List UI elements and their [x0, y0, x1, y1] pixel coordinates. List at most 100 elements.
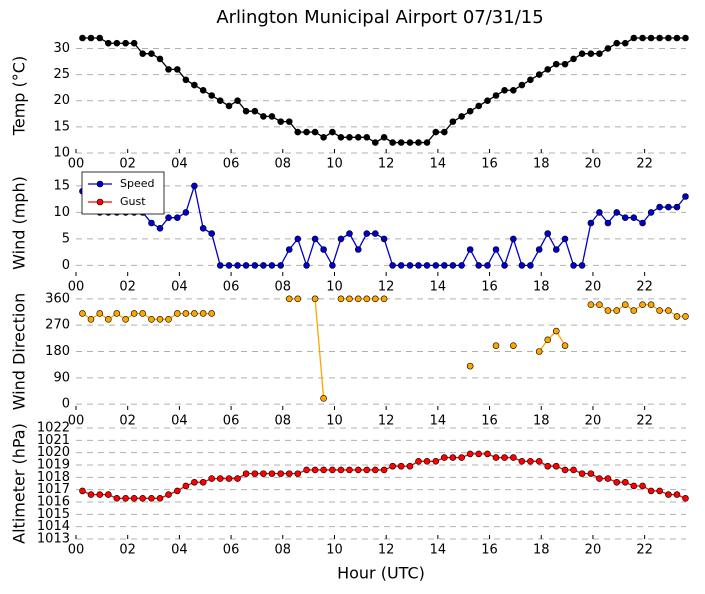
x-tick-label: 08 — [275, 280, 292, 295]
point — [466, 450, 474, 458]
x-tick-label: 12 — [378, 543, 395, 558]
point — [673, 203, 681, 211]
point — [475, 102, 483, 110]
point — [432, 262, 440, 269]
point — [285, 246, 293, 253]
point — [372, 139, 379, 146]
x-tick-label: 02 — [119, 280, 136, 295]
point — [492, 342, 500, 349]
point — [311, 128, 319, 136]
point — [148, 316, 155, 323]
point — [208, 310, 215, 317]
point — [596, 50, 603, 57]
point — [105, 316, 112, 323]
point — [139, 310, 146, 317]
point — [268, 470, 276, 477]
point — [354, 466, 362, 474]
point — [174, 214, 181, 221]
point — [535, 348, 543, 355]
point — [329, 128, 336, 136]
point — [130, 494, 138, 502]
y-tick-label: 360 — [45, 291, 70, 306]
y-tick-label: 0 — [62, 397, 70, 412]
point — [242, 262, 250, 269]
x-tick-label: 06 — [223, 543, 240, 558]
point — [656, 34, 663, 42]
point — [423, 262, 431, 269]
point — [234, 262, 241, 269]
point — [260, 470, 267, 477]
point — [647, 209, 655, 216]
point — [268, 113, 276, 120]
point — [165, 491, 172, 498]
point — [458, 113, 465, 120]
point — [277, 118, 285, 125]
y-tick-label: 1021 — [37, 433, 70, 448]
point — [544, 462, 552, 470]
point — [113, 39, 121, 47]
point — [518, 81, 526, 89]
point — [363, 295, 371, 303]
point — [570, 55, 577, 63]
point — [320, 246, 327, 253]
point — [113, 494, 121, 502]
point — [449, 262, 457, 269]
point — [225, 475, 233, 482]
point — [79, 34, 86, 42]
point — [432, 128, 440, 136]
x-tick-label: 00 — [68, 543, 85, 558]
point — [199, 478, 207, 486]
point — [673, 491, 681, 498]
point — [337, 134, 345, 141]
point — [329, 466, 336, 474]
point — [621, 214, 629, 221]
point — [87, 491, 95, 498]
point — [337, 295, 345, 303]
x-tick-label: 14 — [430, 414, 447, 429]
point — [174, 487, 181, 495]
point — [363, 466, 371, 474]
point — [199, 225, 207, 232]
point — [587, 301, 595, 309]
point — [492, 246, 500, 253]
point — [380, 466, 388, 474]
point — [544, 230, 552, 237]
point — [561, 342, 569, 349]
x-tick-label: 10 — [326, 280, 343, 295]
point — [682, 313, 689, 320]
point — [234, 475, 241, 482]
y-tick-label: 0 — [62, 258, 70, 273]
point — [122, 316, 129, 323]
point — [432, 457, 440, 465]
x-tick-label: 00 — [68, 414, 85, 429]
x-tick-label: 16 — [481, 543, 498, 558]
point — [475, 450, 483, 458]
point — [415, 262, 422, 269]
point — [311, 235, 319, 243]
point — [346, 295, 353, 303]
point — [552, 246, 560, 253]
point — [423, 457, 431, 465]
x-tick-label: 12 — [378, 414, 395, 429]
point — [406, 262, 414, 269]
point — [156, 225, 164, 232]
legend-marker — [96, 198, 104, 206]
point — [397, 462, 405, 470]
point — [613, 478, 621, 486]
point — [277, 470, 285, 477]
point — [337, 235, 345, 243]
point — [682, 193, 689, 200]
x-tick-label: 18 — [533, 280, 550, 295]
point — [397, 139, 405, 146]
point — [96, 34, 104, 42]
point — [501, 262, 508, 269]
y-tick-label: 10 — [53, 146, 70, 161]
point — [466, 246, 474, 253]
point — [191, 310, 198, 317]
point — [510, 235, 517, 243]
point — [527, 457, 534, 465]
point — [165, 66, 172, 73]
point — [630, 307, 638, 314]
x-tick-label: 04 — [171, 157, 188, 172]
